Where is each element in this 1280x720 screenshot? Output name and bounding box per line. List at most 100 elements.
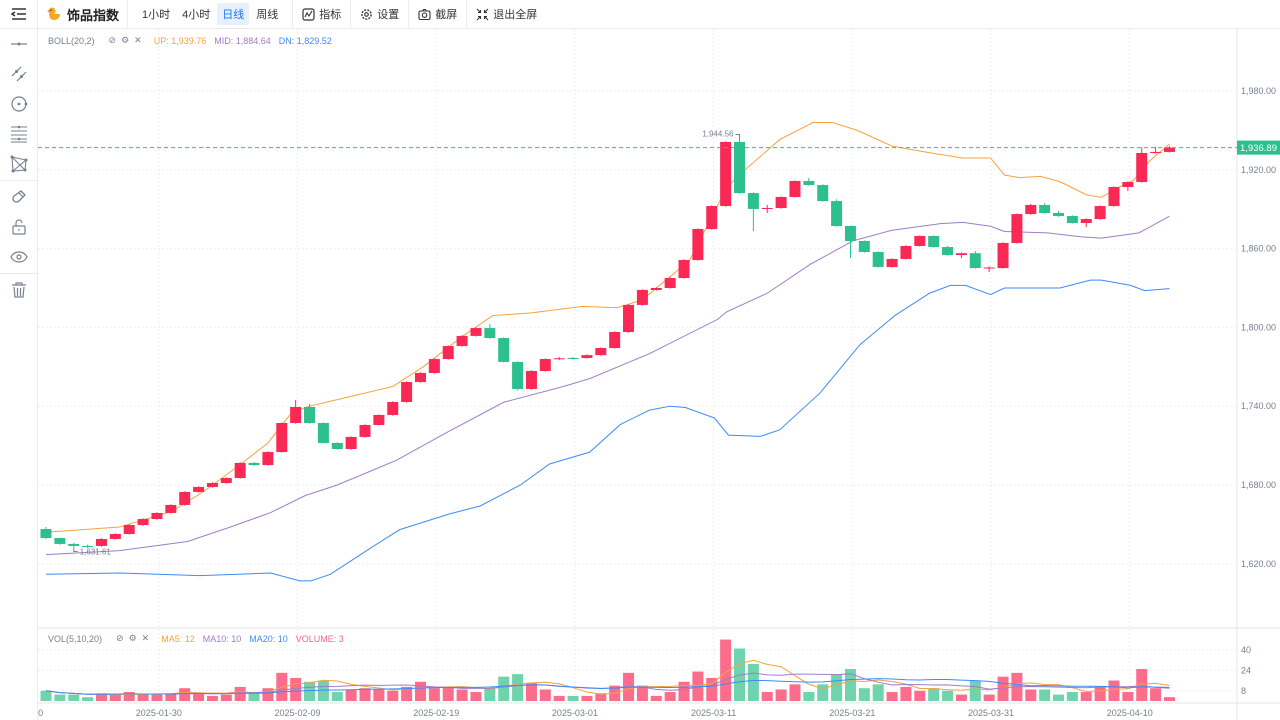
delete-tool[interactable] [0,275,38,305]
candle-body [1025,204,1037,215]
circle-tool[interactable] [0,89,38,119]
exit-fullscreen-icon [476,8,489,20]
volume-bar [914,690,926,701]
volume-bar [650,695,662,701]
unlock-icon [12,219,26,235]
close-icon[interactable]: ✕ [134,35,142,45]
magnet-tool[interactable] [0,182,38,212]
candlestick-chart[interactable]: 1,980.00 1,920.00 1,860.00 1,800.00 1,740.00… [38,29,1280,720]
candle-body [1011,214,1023,243]
gear-icon[interactable]: ⚙ [121,35,130,45]
vol-tick-label: 8 [1241,686,1246,696]
candle-body [636,289,648,305]
toolbar-divider [0,180,37,181]
volume-bar [179,688,191,701]
volume-bar [1066,692,1078,701]
close-icon[interactable]: ✕ [141,633,150,643]
candle-body [567,357,579,359]
candle-body [95,538,107,546]
candle-body [165,504,177,513]
vol-tick-label: 40 [1241,645,1251,655]
timeframe-weekly[interactable]: 周线 [256,9,279,21]
volume-bar [955,694,967,701]
polygon-tool[interactable] [0,149,38,179]
settings-label: 设置 [377,9,400,21]
candle-body [1080,219,1092,223]
candle-body [914,235,926,246]
volume-bar [706,677,718,701]
volume-bar [123,692,135,701]
candle-body [817,185,829,202]
volume-bar [525,683,537,701]
lock-tool[interactable] [0,212,38,242]
volume-bar [484,688,496,701]
volume-bar [567,695,579,701]
y-tick-label: 1,980.00 [1241,86,1276,96]
candle-body [595,348,607,356]
settings-button[interactable]: 设置 [351,0,410,28]
candle-body [82,545,94,547]
screenshot-button[interactable]: 截屏 [409,0,468,28]
candle-body [470,328,482,336]
candle-body [831,201,843,227]
y-tick-label: 1,680.00 [1241,480,1276,490]
volume-bar [720,639,732,701]
volume-bar [1025,689,1037,701]
volume-bar [1039,689,1051,701]
volume-bar [872,684,884,701]
visibility-tool[interactable] [0,242,38,272]
volume-bar [678,681,690,701]
timeframe-4h[interactable]: 4小时 [182,9,211,21]
trash-icon [12,282,26,298]
volume-bar [1080,692,1092,701]
circle-icon [11,96,28,112]
hide-eye-icon[interactable]: ⊘ [116,633,124,643]
candle-body [414,372,426,383]
candle-body [720,141,732,207]
candle-body [387,401,399,415]
volume-bar [817,684,829,701]
horizontal-line-tool[interactable] [0,29,38,59]
volume-bar [858,688,870,701]
volume-bar [331,692,343,701]
volume-bar [470,692,482,701]
candle-body [872,252,884,267]
timeframe-daily[interactable]: 日线 [217,3,250,25]
menu-button[interactable] [0,0,38,28]
parallel-line-tool[interactable] [0,59,38,89]
volume-bar [220,694,232,701]
fibonacci-tool[interactable] [0,119,38,149]
ma10-value: MA10: 10 [202,633,242,644]
timeframe-1h[interactable]: 1小时 [142,9,171,21]
candle-body [304,406,316,424]
vol-tick-label: 24 [1241,665,1251,675]
candle-body [442,346,454,360]
candle-body [1163,147,1175,152]
candle-body [290,406,302,424]
volume-bar [137,694,149,701]
candle-body [983,267,995,269]
indicator-label: 指标 [319,9,342,21]
candle-body [1136,152,1148,183]
drawing-toolbar [0,29,38,720]
volume-bar [761,692,773,701]
gear-icon[interactable]: ⚙ [128,633,137,643]
candle-body [609,331,621,349]
boll-dn-value: DN: 1,829.52 [278,35,332,46]
chart-area[interactable]: 1,980.00 1,920.00 1,860.00 1,800.00 1,740.00… [38,29,1280,720]
x-tick-label: 2025-03-31 [968,708,1014,718]
polygon-icon [10,155,28,173]
min-price-label: 1,631.61 [80,548,112,557]
candle-body [456,335,468,347]
volume-bar [539,689,551,701]
candle-body [775,196,787,209]
duck-logo-icon [47,7,60,20]
volume-bar [82,697,94,701]
y-tick-label: 1,920.00 [1241,165,1276,175]
candle-body [248,462,260,466]
exit-fullscreen-button[interactable]: 退出全屏 [467,0,546,28]
boll-dn-line [45,279,1170,582]
indicator-button[interactable]: 指标 [293,0,352,28]
hide-eye-icon[interactable]: ⊘ [108,35,117,45]
volume-bar [290,677,302,701]
